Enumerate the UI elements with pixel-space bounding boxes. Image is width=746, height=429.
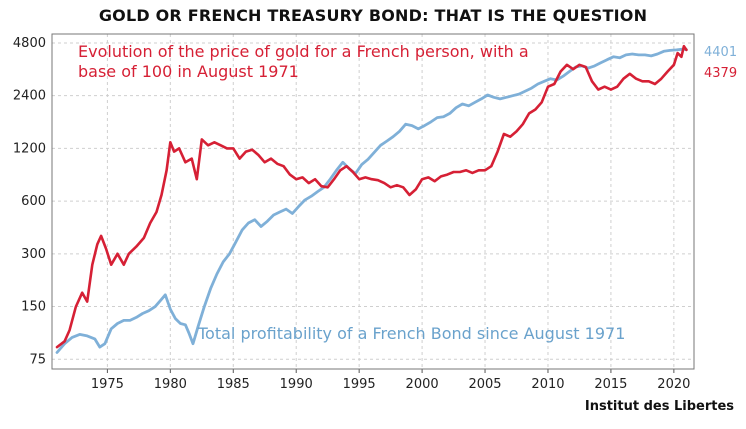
x-tick-label: 2000 [406,377,439,392]
chart-title: GOLD OR FRENCH TREASURY BOND: THAT IS TH… [98,6,648,25]
gold-series-line [55,44,688,349]
x-tick-label: 1995 [343,377,376,392]
y-tick-label: 300 [21,247,46,262]
bond-annotation: Total profitability of a French Bond sin… [197,324,625,343]
gold-annotation-line1: Evolution of the price of gold for a Fre… [78,42,529,61]
x-tick-label: 2020 [657,377,690,392]
y-tick-label: 2400 [13,89,46,104]
source-credit: Institut des Libertes [584,399,734,414]
axes: 75 150 300 600 1200 2400 4800 1975 1980 1985 1990 1… [13,33,695,392]
plot-frame [51,33,695,370]
gold-end-label: 4379 [704,66,737,81]
gridlines [52,34,694,369]
y-tick-label: 4800 [13,36,46,51]
x-tick-label: 1985 [217,377,250,392]
y-tick-label: 75 [29,352,46,367]
x-tick-label: 1980 [154,377,187,392]
y-tick-label: 1200 [13,141,46,156]
x-tick-label: 1990 [280,377,313,392]
x-tick-label: 2010 [531,377,564,392]
x-tick-label: 2005 [468,377,501,392]
labels: Evolution of the price of gold for a Fre… [78,42,737,343]
series [55,44,688,354]
gold-annotation-line2: base of 100 in August 1971 [78,62,299,81]
x-tick-label: 1975 [91,377,124,392]
y-tick-label: 150 [21,300,46,315]
y-tick-label: 600 [21,194,46,209]
bond-end-label: 4401 [704,45,737,60]
x-tick-label: 2015 [594,377,627,392]
